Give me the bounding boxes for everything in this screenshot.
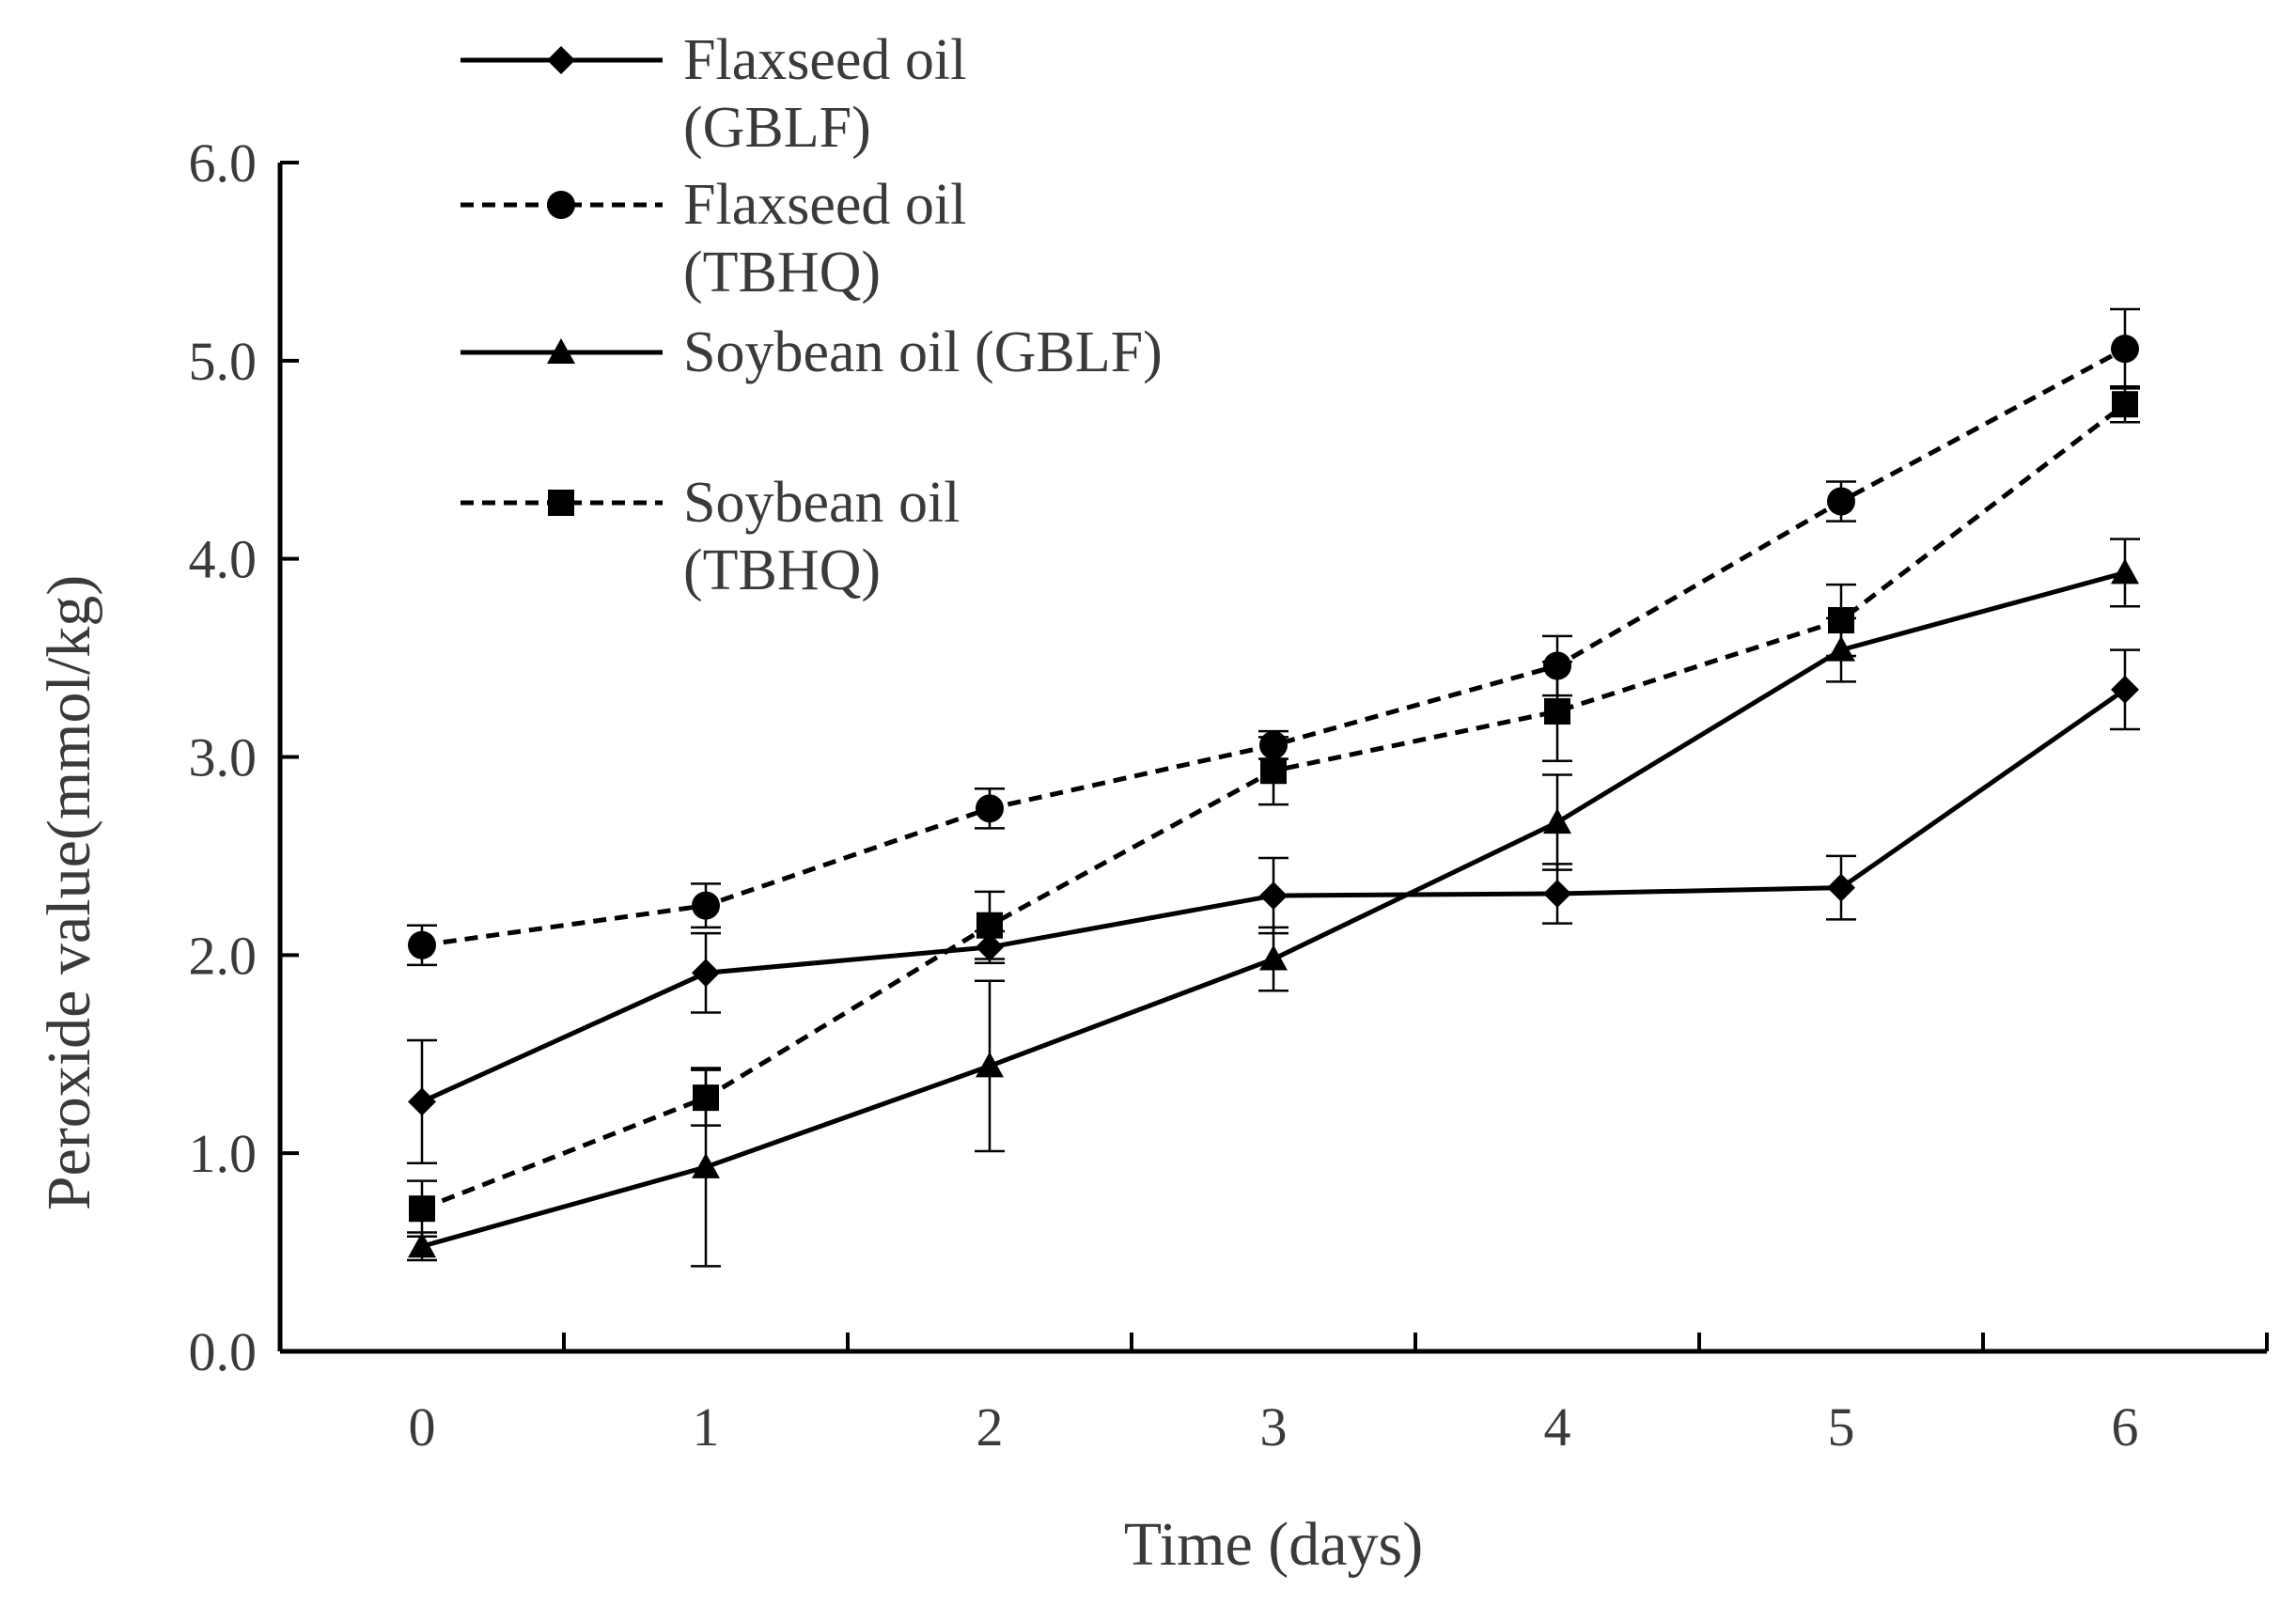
legend-label: Soybean oil	[683, 471, 960, 535]
data-point	[976, 1052, 1004, 1078]
y-tick-label: 2.0	[189, 925, 258, 986]
x-tick-label: 3	[1260, 1396, 1288, 1458]
data-point	[2112, 391, 2138, 418]
data-point	[2111, 335, 2139, 364]
data-point	[2111, 675, 2139, 704]
legend-label: (TBHQ)	[683, 241, 881, 304]
data-point	[1259, 944, 1288, 971]
x-tick-label: 6	[2112, 1396, 2139, 1458]
legend-item: Soybean oil (GBLF)	[461, 320, 1163, 384]
data-point	[1827, 487, 1855, 516]
legend-label: Flaxseed oil	[683, 173, 966, 237]
y-tick-label: 6.0	[189, 133, 258, 194]
data-marks	[407, 307, 2140, 1268]
legend-marker	[547, 46, 575, 74]
y-axis-title: Peroxide value(mmol/kg)	[35, 575, 103, 1210]
series-diamond	[407, 648, 2140, 1164]
legend-marker	[547, 338, 575, 364]
legend-label: Soybean oil (GBLF)	[683, 320, 1163, 384]
data-point	[1543, 879, 1571, 908]
data-point	[692, 1152, 720, 1178]
legend-label: (GBLF)	[683, 96, 871, 160]
data-point	[1260, 757, 1287, 785]
data-point	[408, 1087, 436, 1116]
data-point	[1827, 873, 1855, 902]
data-point	[408, 1232, 436, 1258]
y-tick-label: 0.0	[189, 1321, 258, 1382]
data-point	[1828, 607, 1854, 634]
y-tick-label: 3.0	[189, 727, 258, 788]
series-line	[421, 346, 2127, 948]
y-tick-label: 5.0	[189, 331, 258, 392]
data-point	[1259, 881, 1288, 911]
series-square	[407, 384, 2140, 1238]
data-point	[408, 930, 436, 959]
series-line	[421, 402, 2127, 1211]
legend: Flaxseed oil(GBLF)Flaxseed oil(TBHQ)Soyb…	[461, 28, 1163, 602]
y-tick-label: 1.0	[189, 1123, 258, 1184]
data-point	[692, 891, 720, 920]
legend-item: Soybean oil(TBHQ)	[461, 471, 960, 602]
legend-item: Flaxseed oil(TBHQ)	[461, 173, 966, 304]
x-tick-label: 2	[976, 1396, 1004, 1458]
x-tick-label: 4	[1544, 1396, 1571, 1458]
data-point	[693, 1084, 719, 1112]
axes: 0.0 1.0 2.0 3.0 4.0 5.0 6.0 0 1 2 3 4 5 6	[189, 133, 2269, 1458]
x-tick-label: 5	[1828, 1396, 1855, 1458]
data-point	[976, 794, 1004, 823]
legend-item: Flaxseed oil(GBLF)	[461, 28, 966, 160]
y-tick-label: 4.0	[189, 529, 258, 590]
legend-label: Flaxseed oil	[683, 28, 966, 92]
x-axis-title: Time (days)	[1124, 1510, 1423, 1579]
data-point	[1544, 698, 1570, 725]
x-tick-label: 0	[409, 1396, 436, 1458]
data-point	[409, 1195, 435, 1223]
x-tick-label: 1	[693, 1396, 720, 1458]
data-point	[2111, 558, 2139, 585]
legend-marker	[547, 191, 575, 219]
data-point	[1543, 808, 1571, 834]
data-point	[692, 959, 720, 988]
legend-marker	[548, 490, 574, 516]
data-point	[976, 912, 1003, 939]
legend-label: (TBHQ)	[683, 538, 881, 602]
